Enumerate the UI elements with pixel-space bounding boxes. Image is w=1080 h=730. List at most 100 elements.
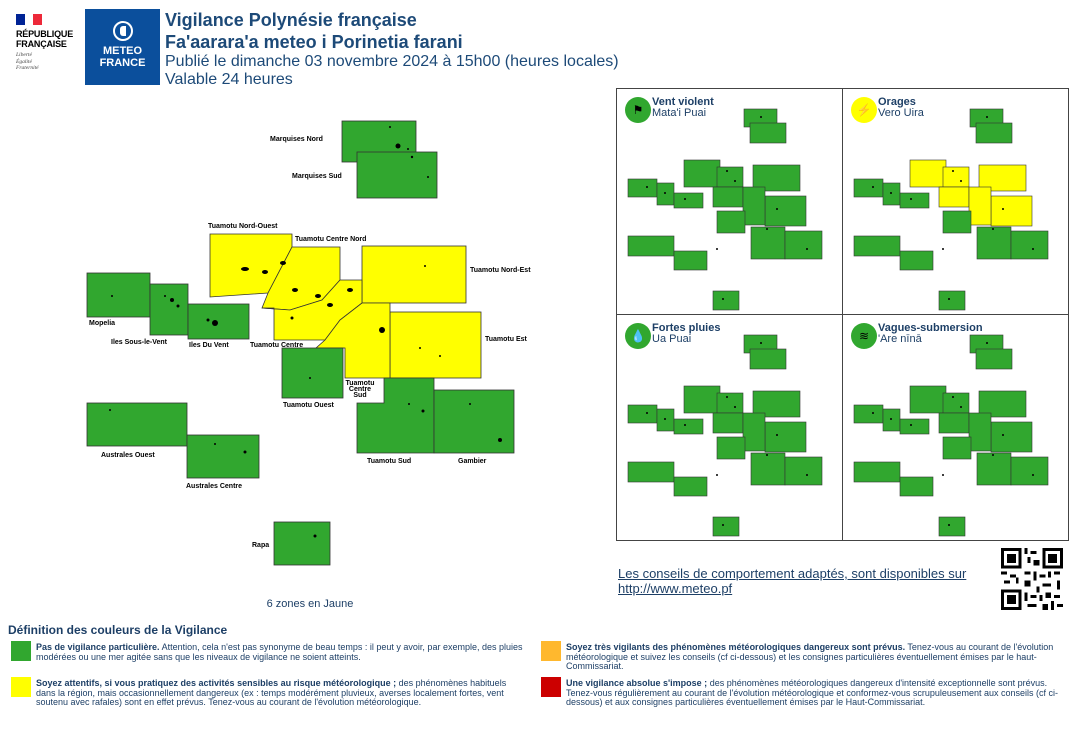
mini-zone-tuamotu-ouest (942, 210, 972, 234)
mini-zone-mopelia (627, 404, 658, 424)
mini-island-marker (992, 228, 994, 230)
mini-zone-australes-ouest (627, 461, 675, 483)
mini-zone-iles-du-vent (899, 418, 930, 435)
zone-gambier[interactable] (433, 389, 515, 454)
mini-zone-tuamotu-ouest (716, 436, 746, 460)
label-iles-sous-le-vent: Iles Sous-le-Vent (111, 339, 168, 346)
mini-zone-tuamotu-sud (976, 226, 1012, 260)
mini-zone-australes-ouest (853, 461, 901, 483)
mini-zone-iles-du-vent (899, 192, 930, 209)
rf-line-1: RÉPUBLIQUE (16, 29, 74, 39)
legend-green-text: Attention, cela n'est pas synonyme de be… (36, 642, 523, 662)
mini-zone-australes-centre (673, 250, 708, 271)
advice-text: Les conseils de comportement adaptés, so… (618, 566, 967, 581)
wave-icon: ≋ (851, 323, 877, 349)
mini-zone-tuamotu-nord-est (752, 164, 801, 192)
advice-link[interactable]: Les conseils de comportement adaptés, so… (618, 566, 988, 596)
mini-zone-tuamotu-ouest (942, 436, 972, 460)
mini-zone-mopelia (853, 178, 884, 198)
mini-island-marker (716, 248, 718, 250)
mini-zone-mopelia (853, 404, 884, 424)
meteo-france-emblem-icon (112, 21, 133, 41)
qr-code-icon[interactable] (1001, 548, 1063, 610)
mini-island-marker (948, 298, 950, 300)
zone-australes-centre[interactable] (186, 434, 260, 479)
advice-url[interactable]: http://www.meteo.pf (618, 581, 733, 596)
zone-tuamotu-centre-sud[interactable] (314, 302, 391, 379)
mini-zone-marquises-sud (975, 122, 1013, 144)
mini-island-marker (722, 298, 724, 300)
phenomenon-panels: ⚑ Vent violent Mata'i Puai ⚡ Orages Vero… (616, 88, 1069, 541)
panel-title: Fortes pluies (652, 322, 721, 334)
mini-island-marker (960, 406, 962, 408)
mini-island-marker (716, 474, 718, 476)
mini-zone-tuamotu-nord-est (752, 390, 801, 418)
label-tuamotu-sud: Tuamotu Sud (367, 458, 411, 465)
republique-francaise-logo: RÉPUBLIQUE FRANÇAISE Liberté Égalité Fra… (16, 14, 80, 84)
mini-island-marker (960, 180, 962, 182)
mini-island-marker (872, 412, 874, 414)
mini-zone-tuamotu-nord-est (978, 164, 1027, 192)
mini-island-marker (992, 454, 994, 456)
mini-zone-tuamotu-centre-nord (942, 392, 970, 414)
zone-iles-du-vent[interactable] (187, 303, 250, 340)
legend-orange-bold: Soyez très vigilants des phénomènes mété… (566, 642, 906, 652)
label-iles-du-vent: Iles Du Vent (189, 342, 229, 349)
mini-island-marker (722, 524, 724, 526)
mini-island-marker (942, 248, 944, 250)
mini-island-marker (760, 342, 762, 344)
label-australes-centre: Australes Centre (186, 483, 242, 490)
legend-swatch-red (541, 677, 561, 697)
wind-flag-icon: ⚑ (625, 97, 651, 123)
mini-island-marker (890, 192, 892, 194)
panel-subtitle: Ua Puai (652, 333, 692, 345)
mini-zone-tuamotu-nord-est (978, 390, 1027, 418)
label-australes-ouest: Australes Ouest (101, 452, 155, 459)
zone-australes-ouest[interactable] (86, 402, 188, 447)
label-tuamotu-centre-nord: Tuamotu Centre Nord (295, 236, 366, 243)
mini-island-marker (910, 198, 912, 200)
island-markers (109, 126, 502, 538)
mini-island-marker (726, 170, 728, 172)
french-flag-icon (16, 14, 43, 25)
mini-zone-gambier (784, 456, 823, 486)
mini-zone-rapa (938, 290, 966, 311)
zone-tuamotu-est[interactable] (389, 311, 482, 379)
mini-zone-gambier (1010, 456, 1049, 486)
mini-island-marker (1032, 474, 1034, 476)
zone-mopelia[interactable] (86, 272, 151, 318)
rf-motto-3: Fraternité (16, 65, 39, 71)
mini-zone-gambier (784, 230, 823, 260)
meteo-france-logo: METEO FRANCE (85, 9, 160, 85)
panel-title: Vent violent (652, 96, 714, 108)
mini-island-marker (734, 180, 736, 182)
panel-fortes-pluies[interactable]: 💧 Fortes pluies Ua Puai (617, 315, 843, 541)
mini-zone-tuamotu-centre-sud (742, 412, 766, 452)
panel-orages[interactable]: ⚡ Orages Vero Uira (843, 89, 1069, 315)
mini-island-marker (766, 454, 768, 456)
panel-subtitle: Mata'i Puai (652, 107, 707, 119)
mini-island-marker (684, 424, 686, 426)
mini-zone-marquises-sud (749, 348, 787, 370)
mini-island-marker (1002, 208, 1004, 210)
mini-island-marker (952, 396, 954, 398)
zone-tuamotu-ouest[interactable] (281, 347, 344, 399)
panel-vagues-submersion[interactable]: ≋ Vagues-submersion 'Are nīnā (843, 315, 1069, 541)
mini-zone-tuamotu-centre (712, 186, 744, 208)
zone-tuamotu-sud[interactable] (356, 377, 435, 454)
validity-period: Valable 24 heures (165, 71, 293, 88)
rf-line-2: FRANÇAISE (16, 39, 67, 49)
panel-vent-violent[interactable]: ⚑ Vent violent Mata'i Puai (617, 89, 843, 315)
mini-island-marker (646, 186, 648, 188)
zone-rapa[interactable] (273, 521, 331, 566)
mini-zone-tuamotu-nord-ouest (683, 159, 721, 188)
mini-island-marker (726, 396, 728, 398)
zone-iles-sous-le-vent[interactable] (149, 283, 189, 336)
panel-subtitle: Vero Uira (878, 107, 924, 119)
mf-line-1: METEO (102, 45, 143, 57)
zone-marquises-sud[interactable] (356, 151, 438, 199)
mini-zone-tuamotu-centre-sud (968, 186, 992, 226)
mini-island-marker (664, 418, 666, 420)
mini-island-marker (910, 424, 912, 426)
zone-tuamotu-nord-est[interactable] (361, 245, 467, 304)
